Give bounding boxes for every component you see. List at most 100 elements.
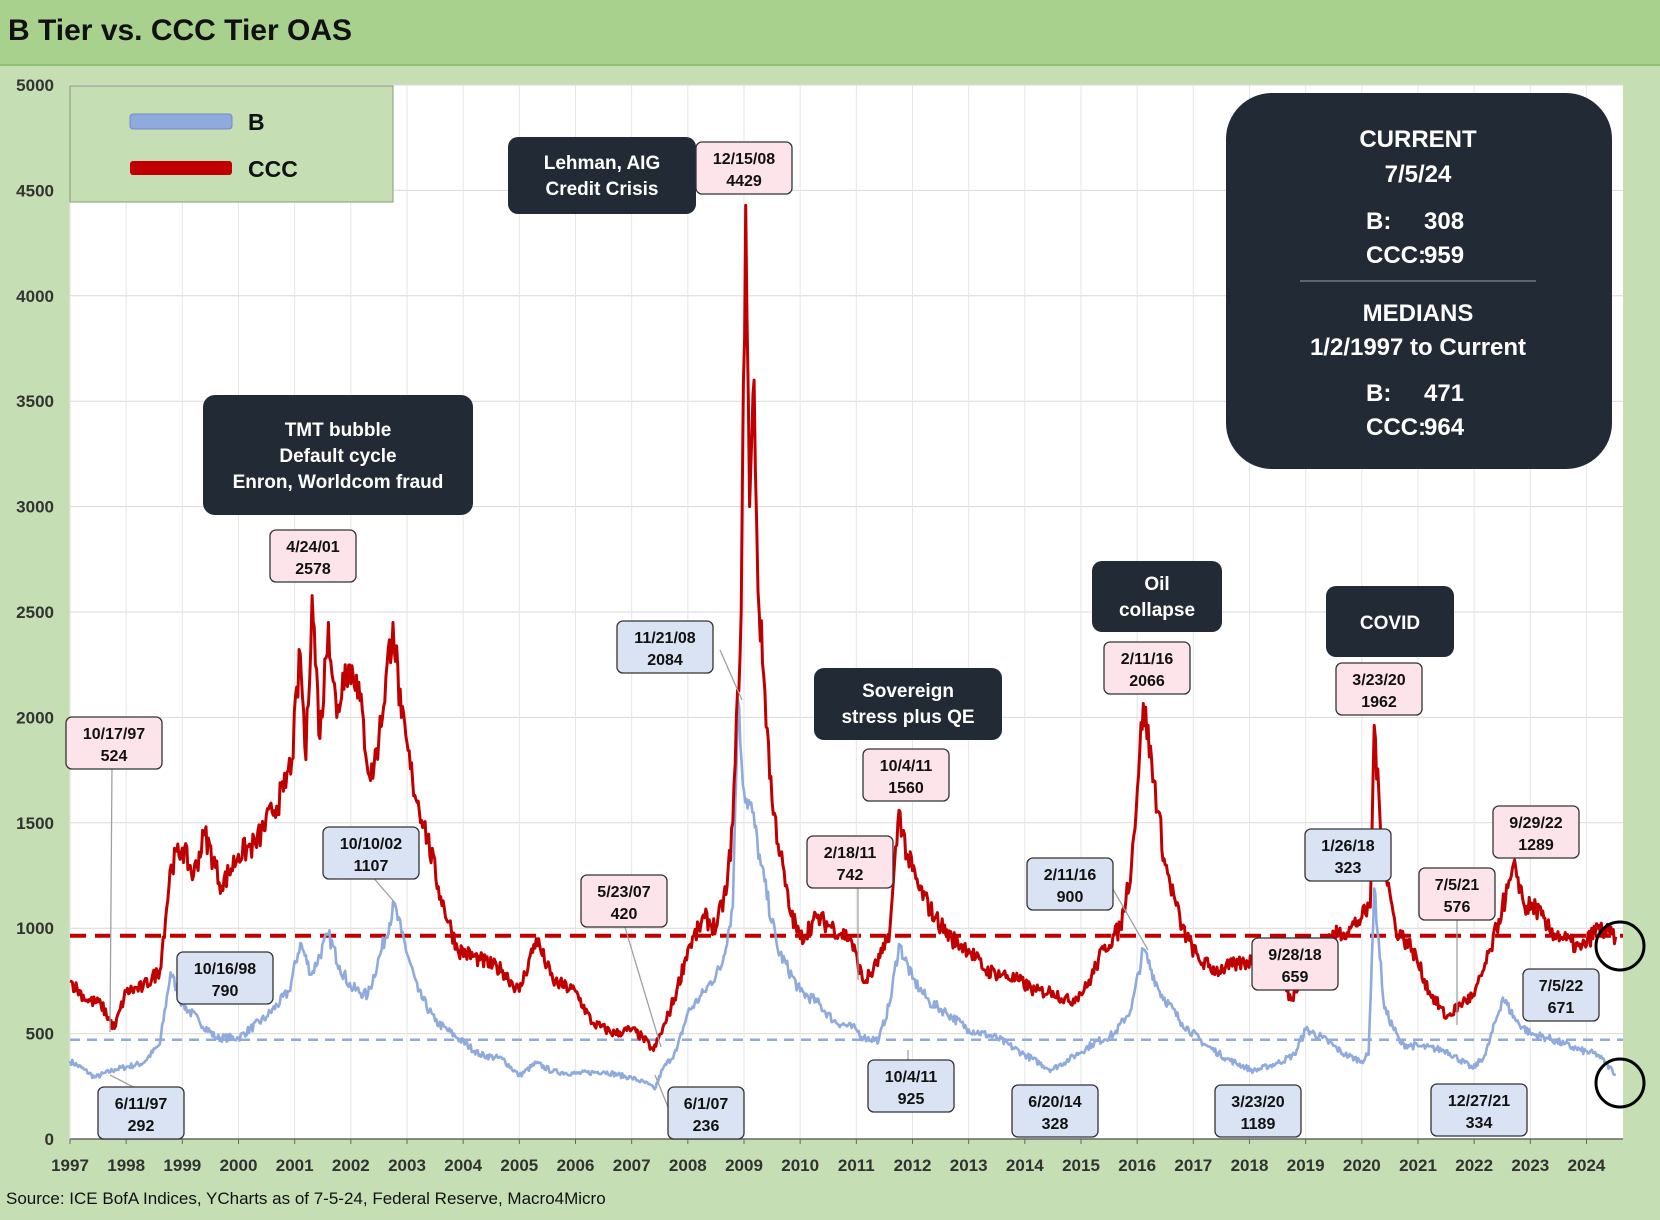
x-tick-label: 2016 [1118,1156,1156,1175]
event-covid-line-1: COVID [1360,613,1420,634]
ccc-callout-value: 659 [1282,969,1309,986]
ccc-callout-value: 1289 [1518,837,1554,854]
b-callout-box [97,1086,185,1140]
b-callout-date: 10/4/11 [885,1069,938,1086]
y-tick-label: 4000 [16,287,54,306]
b-callout-value: 236 [693,1118,720,1135]
x-tick-label: 1998 [107,1156,145,1175]
callout-labels: 10/17/97 524 4/24/01 2578 5/23/07 420 12/15/08… [65,141,1600,1140]
x-tick-label: 2017 [1174,1156,1212,1175]
x-tick-label: 2005 [500,1156,538,1175]
x-tick-label: 2020 [1343,1156,1381,1175]
y-tick-label: 1500 [16,814,54,833]
b-callout-value: 292 [128,1118,155,1135]
ccc-callout-value: 4429 [726,173,762,190]
ccc-callout: 4/24/01 2578 [269,529,357,583]
ccc-callout-value: 576 [1444,899,1471,916]
b-callout-box [1011,1084,1099,1138]
x-tick-label: 2000 [220,1156,258,1175]
event-tmt: TMT bubble Default cycle Enron, Worldcom… [203,395,473,515]
x-tick-label: 2023 [1511,1156,1549,1175]
b-callout-box [1430,1083,1528,1137]
x-tick-label: 2009 [725,1156,763,1175]
x-tick-label: 2012 [894,1156,932,1175]
x-tick-label: 2002 [332,1156,370,1175]
event-sovereign: Sovereign stress plus QE [814,668,1002,740]
b-callout: 12/27/21 334 [1430,1083,1528,1137]
median-ccc-label: CCC: [1366,414,1426,441]
y-tick-label: 1000 [16,919,54,938]
ccc-callout: 9/29/22 1289 [1492,805,1580,859]
ccc-callout-box [1418,867,1496,921]
b-callout-date: 10/16/98 [194,961,256,978]
current-ccc-label: CCC: [1366,242,1426,269]
ccc-callout-value: 742 [837,867,864,884]
event-oil: Oil collapse [1092,561,1222,632]
legend-b-label: B [248,109,265,135]
x-axis: 1997 1998 1999 2000 2001 2002 2003 2004 2005 2006… [51,1138,1623,1175]
x-tick-label: 1997 [51,1156,89,1175]
b-callout-value: 900 [1057,889,1084,906]
x-tick-label: 2004 [444,1156,482,1175]
callout-leaders [109,190,1562,1113]
ccc-callout: 3/23/20 1962 [1335,662,1423,716]
current-b-label: B: [1366,208,1391,235]
b-callout-box [1214,1084,1302,1138]
x-tick-label: 2008 [669,1156,707,1175]
y-tick-label: 2500 [16,603,54,622]
legend-ccc-swatch [130,161,232,175]
b-callout-value: 1189 [1241,1116,1276,1133]
medians-title: MEDIANS [1363,300,1474,327]
b-callout: 7/5/22 671 [1522,968,1600,1022]
b-series-line [68,698,1617,1091]
current-ccc-value: 959 [1424,242,1464,269]
y-tick-label: 500 [26,1025,54,1044]
b-callout-date: 10/10/02 [340,836,402,853]
b-callout-box [867,1059,955,1113]
b-callout-box [176,951,274,1005]
b-callout-value: 925 [898,1091,925,1108]
x-tick-label: 2022 [1455,1156,1493,1175]
ccc-callout-date: 3/23/20 [1352,672,1405,689]
event-lehman: Lehman, AIG Credit Crisis [508,137,696,214]
ccc-callout: 2/11/16 2066 [1103,641,1191,695]
event-oil-line-2: collapse [1119,600,1195,621]
ccc-callout-box [1251,937,1339,991]
x-tick-label: 2010 [781,1156,819,1175]
legend-b-swatch [129,113,233,130]
event-tmt-line-2: Default cycle [279,446,396,467]
b-callout-leader [370,874,397,905]
b-callout-box [1304,828,1392,882]
series-lines [68,203,1618,1091]
x-tick-label: 2021 [1399,1156,1437,1175]
b-callout: 10/16/98 790 [176,951,274,1005]
b-callout: 11/21/08 2084 [616,620,714,674]
current-ccc-circle [1594,920,1646,972]
x-tick-label: 2001 [276,1156,314,1175]
current-title: CURRENT [1359,126,1477,153]
b-callout-box [616,620,714,674]
b-callout-date: 1/26/18 [1321,838,1374,855]
event-boxes: TMT bubble Default cycle Enron, Worldcom… [203,137,1454,740]
b-callout-box [667,1086,745,1140]
b-callout-date: 6/11/97 [115,1096,168,1113]
y-tick-label: 0 [45,1130,54,1149]
ccc-callout-box [1103,641,1191,695]
b-callout-value: 328 [1042,1116,1069,1133]
b-callout: 2/11/16 900 [1026,857,1114,911]
b-callout-value: 323 [1335,860,1362,877]
b-callout-date: 6/1/07 [684,1096,729,1113]
b-callout-date: 11/21/08 [634,630,696,647]
ccc-callout-date: 10/17/97 [83,726,145,743]
b-callout: 1/26/18 323 [1304,828,1392,882]
x-tick-label: 2015 [1062,1156,1100,1175]
median-b-label: B: [1366,380,1391,407]
ccc-callout-date: 10/4/11 [880,758,933,775]
b-callout-leader [1109,883,1149,951]
ccc-callout-value: 2066 [1129,673,1165,690]
ccc-callout-date: 9/29/22 [1509,815,1562,832]
event-sovereign-line-1: Sovereign [862,681,954,702]
ccc-callout-value: 2578 [295,561,331,578]
